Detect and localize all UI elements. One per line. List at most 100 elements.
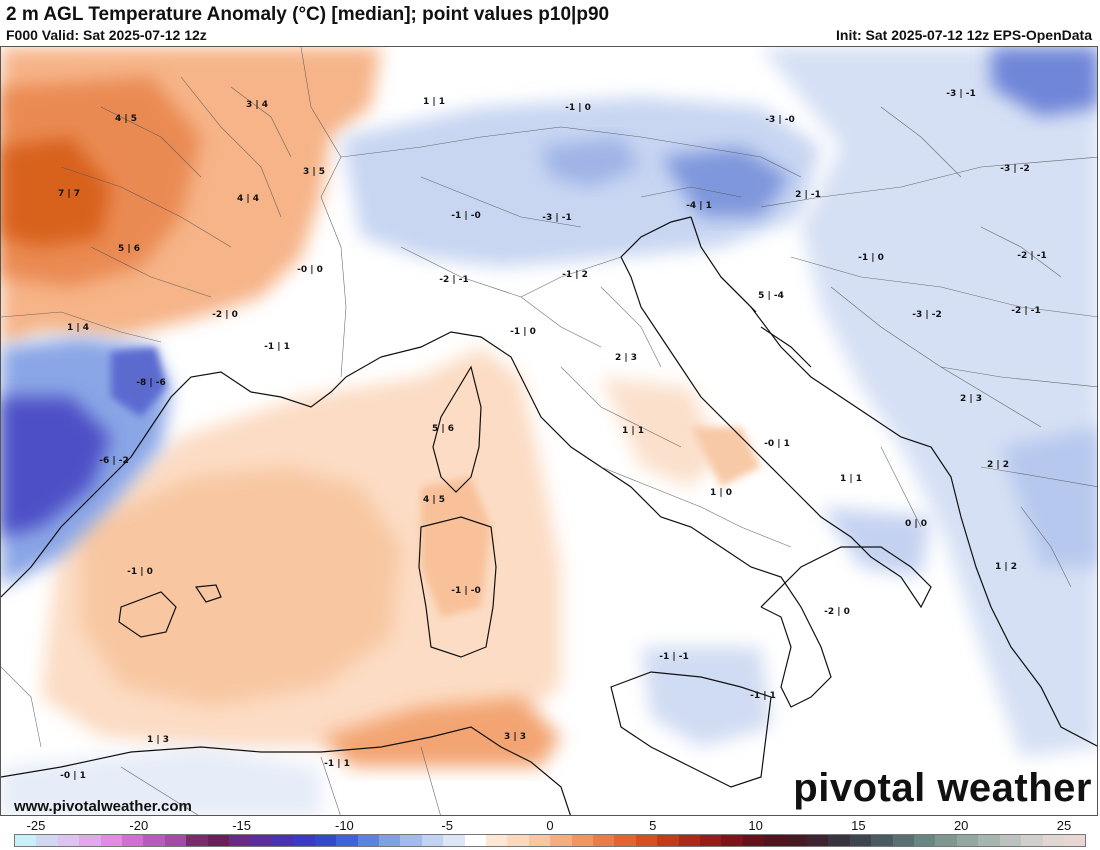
colorbar-swatch bbox=[122, 835, 144, 846]
point-value-label: 5 | 6 bbox=[432, 424, 454, 434]
colorbar-swatch bbox=[849, 835, 872, 846]
point-value-label: 2 | -1 bbox=[795, 190, 821, 200]
point-value-label: 5 | 6 bbox=[118, 244, 140, 254]
map-panel[interactable]: 4 | 5 3 | 4 1 | 1 -1 | 0 -3 | -0 -3 | -1 7 | 7… bbox=[0, 46, 1098, 816]
colorbar-swatch bbox=[464, 835, 486, 846]
anomaly-map[interactable]: 4 | 5 3 | 4 1 | 1 -1 | 0 -3 | -0 -3 | -1 7 | 7… bbox=[1, 47, 1098, 816]
colorbar-swatch bbox=[678, 835, 700, 846]
point-value-label: -1 | 0 bbox=[127, 567, 153, 577]
colorbar-tick-label: -15 bbox=[232, 818, 251, 833]
colorbar-swatch bbox=[721, 835, 743, 846]
brand-logo: pivotal weather bbox=[793, 766, 1092, 810]
point-value-label: -2 | -1 bbox=[1011, 306, 1041, 316]
colorbar-swatch bbox=[635, 835, 658, 846]
point-value-label: -2 | 0 bbox=[212, 310, 238, 320]
colorbar-tick-label: 0 bbox=[546, 818, 554, 833]
point-value-label: 4 | 5 bbox=[423, 495, 445, 505]
point-value-label: 4 | 5 bbox=[115, 114, 137, 124]
point-values: 4 | 5 3 | 4 1 | 1 -1 | 0 -3 | -0 -3 | -1 7 | 7… bbox=[58, 89, 1047, 781]
point-value-label: 0 | 0 bbox=[905, 519, 927, 529]
colorbar-swatch bbox=[785, 835, 808, 846]
point-value-label: 1 | 1 bbox=[840, 474, 862, 484]
point-value-label: 1 | 3 bbox=[147, 735, 169, 745]
point-value-label: -1 | 1 bbox=[750, 691, 776, 701]
point-value-label: -1 | 1 bbox=[324, 759, 350, 769]
point-value-label: -2 | -1 bbox=[1017, 251, 1047, 261]
point-value-label: -3 | -2 bbox=[912, 310, 942, 320]
colorbar-swatch bbox=[143, 835, 165, 846]
colorbar-swatch bbox=[485, 835, 508, 846]
colorbar-swatch bbox=[742, 835, 765, 846]
colorbar bbox=[14, 834, 1086, 847]
point-value-label: 2 | 2 bbox=[987, 460, 1009, 470]
colorbar-swatch bbox=[1063, 835, 1086, 846]
colorbar-swatch bbox=[36, 835, 58, 846]
colorbar-swatch bbox=[807, 835, 829, 846]
valid-time: F000 Valid: Sat 2025-07-12 12z bbox=[6, 27, 207, 43]
point-value-label: 1 | 1 bbox=[622, 426, 644, 436]
colorbar-swatch bbox=[892, 835, 915, 846]
point-value-label: -1 | 1 bbox=[264, 342, 290, 352]
header: 2 m AGL Temperature Anomaly (°C) [median… bbox=[0, 0, 1100, 46]
colorbar-swatch bbox=[229, 835, 251, 846]
admin-borders bbox=[1, 47, 1097, 815]
colorbar-swatch bbox=[978, 835, 1000, 846]
point-value-label: 7 | 7 bbox=[58, 189, 80, 199]
colorbar-swatch bbox=[592, 835, 615, 846]
anomaly-shading bbox=[1, 47, 1097, 815]
map-title: 2 m AGL Temperature Anomaly (°C) [median… bbox=[6, 4, 610, 25]
colorbar-swatch bbox=[378, 835, 401, 846]
point-value-label: -3 | -1 bbox=[542, 213, 572, 223]
colorbar-swatch bbox=[15, 835, 37, 846]
colorbar-swatch bbox=[57, 835, 80, 846]
point-value-label: -0 | 0 bbox=[297, 265, 323, 275]
point-value-label: 4 | 4 bbox=[237, 194, 259, 204]
colorbar-swatch bbox=[764, 835, 786, 846]
init-time: Init: Sat 2025-07-12 12z EPS-OpenData bbox=[836, 27, 1092, 43]
colorbar-tick-label: -10 bbox=[334, 818, 354, 833]
point-value-label: 1 | 4 bbox=[67, 323, 89, 333]
point-value-label: -6 | -2 bbox=[99, 456, 129, 466]
point-value-label: -2 | 0 bbox=[824, 607, 850, 617]
point-value-label: 2 | 3 bbox=[615, 353, 637, 363]
colorbar-swatch bbox=[507, 835, 529, 846]
point-value-label: -3 | -0 bbox=[765, 115, 795, 125]
colorbar-swatch bbox=[271, 835, 294, 846]
point-value-label: -3 | -1 bbox=[946, 89, 976, 99]
point-value-label: 1 | 0 bbox=[710, 488, 732, 498]
point-value-label: -1 | -1 bbox=[659, 652, 689, 662]
colorbar-swatch bbox=[250, 835, 272, 846]
website-url[interactable]: www.pivotalweather.com bbox=[14, 798, 192, 815]
point-value-label: 3 | 5 bbox=[303, 167, 325, 177]
colorbar-tick-label: 10 bbox=[748, 818, 763, 833]
colorbar-tick-label: 20 bbox=[953, 818, 969, 833]
colorbar-swatch bbox=[914, 835, 936, 846]
colorbar-swatch bbox=[336, 835, 358, 846]
colorbar-swatch bbox=[1042, 835, 1064, 846]
point-value-label: -1 | 0 bbox=[565, 103, 591, 113]
colorbar-tick-label: -20 bbox=[129, 818, 149, 833]
point-value-label: -1 | 2 bbox=[562, 270, 588, 280]
colorbar-swatch bbox=[657, 835, 679, 846]
point-value-label: -3 | -2 bbox=[1000, 164, 1030, 174]
point-value-label: -2 | -1 bbox=[439, 275, 469, 285]
coastlines bbox=[1, 216, 1097, 815]
colorbar-swatch bbox=[700, 835, 722, 846]
colorbar-swatch bbox=[100, 835, 123, 846]
point-value-label: -1 | 0 bbox=[510, 327, 536, 337]
colorbar-swatch bbox=[164, 835, 187, 846]
point-value-label: 2 | 3 bbox=[960, 394, 982, 404]
point-value-label: 1 | 2 bbox=[995, 562, 1017, 572]
colorbar-swatch bbox=[443, 835, 465, 846]
colorbar-swatch bbox=[828, 835, 850, 846]
colorbar-swatch bbox=[528, 835, 551, 846]
colorbar-swatch bbox=[293, 835, 315, 846]
point-value-label: -0 | 1 bbox=[764, 439, 790, 449]
colorbar-swatch bbox=[357, 835, 379, 846]
colorbar-swatch bbox=[314, 835, 337, 846]
colorbar-swatch bbox=[999, 835, 1022, 846]
point-value-label: -1 | -0 bbox=[451, 586, 481, 596]
colorbar-tick-label: 5 bbox=[649, 818, 657, 833]
point-value-label: -1 | 0 bbox=[858, 253, 884, 263]
colorbar-swatch bbox=[956, 835, 979, 846]
